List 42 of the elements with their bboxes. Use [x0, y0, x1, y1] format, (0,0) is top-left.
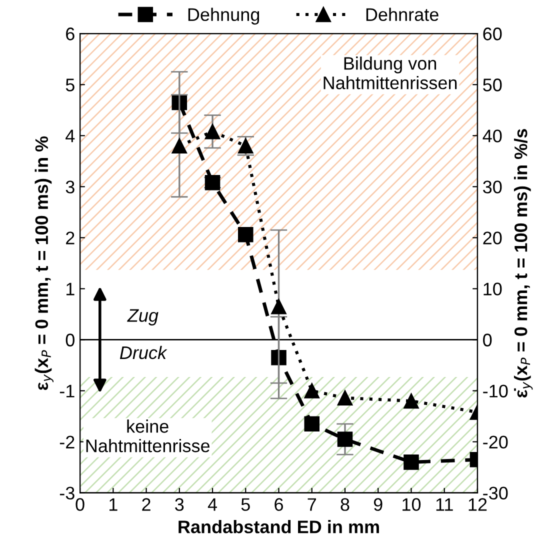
x-tick-label: 6 — [274, 498, 283, 511]
y-tick-label: -2 — [60, 436, 74, 448]
annotation: Druck — [120, 346, 168, 360]
x-tick-label: 3 — [175, 498, 184, 511]
y2-tick-label: 30 — [483, 180, 502, 194]
y-tick-label: -1 — [60, 384, 74, 398]
x-tick-label: 2 — [142, 498, 150, 511]
y2-tick-label: 40 — [482, 130, 502, 142]
x-tick-label: 12 — [468, 498, 487, 511]
x-tick-label: 1 — [110, 498, 118, 511]
y-tick-label: 2 — [66, 232, 74, 244]
y-tick-label: 3 — [66, 180, 74, 194]
y2-tick-label: 10 — [484, 282, 502, 296]
band-label: keine Nahtmittenrisse — [86, 420, 210, 452]
x-tick-label: 8 — [340, 498, 350, 511]
y-tick-label: 4 — [66, 130, 75, 142]
x-tick-label: 4 — [208, 498, 218, 511]
x-axis-title: Randabstand ED in mm — [178, 520, 379, 534]
y2-axis-title: ε̇$_{y}$(x$_{P}$ = 0 mm, t = 100 ms) in %/s — [514, 129, 533, 398]
y2-tick-label: 20 — [483, 232, 502, 244]
y2-tick-label: 50 — [483, 78, 502, 92]
legend-label: Dehnung — [188, 8, 260, 25]
x-tick-label: 0 — [76, 498, 84, 511]
y2-tick-label: 0 — [483, 334, 492, 346]
x-tick-label: 7 — [308, 498, 316, 511]
band-label: Bildung von Nahtmittenrissen — [324, 56, 457, 90]
y-axis-title: ε$_{y}$(x$_{P}$ = 0 mm, t = 100 ms) in % — [34, 136, 54, 390]
y2-tick-label: 60 — [483, 28, 502, 40]
legend-label: Dehnrate — [366, 8, 438, 22]
annotation: Zug — [127, 309, 158, 326]
x-tick-label: 11 — [436, 498, 453, 511]
y-tick-label: 1 — [66, 282, 74, 296]
y2-tick-label: -30 — [483, 486, 508, 500]
y-tick-label: 5 — [66, 78, 74, 92]
x-tick-label: 10 — [402, 498, 421, 511]
y-tick-label: -3 — [60, 486, 74, 500]
x-tick-label: 5 — [241, 498, 250, 511]
y-tick-label: 0 — [66, 334, 74, 346]
y2-tick-label: -20 — [483, 436, 508, 448]
y2-tick-label: -10 — [483, 384, 508, 398]
x-tick-label: 9 — [374, 498, 382, 511]
y-tick-label: 6 — [66, 28, 74, 40]
